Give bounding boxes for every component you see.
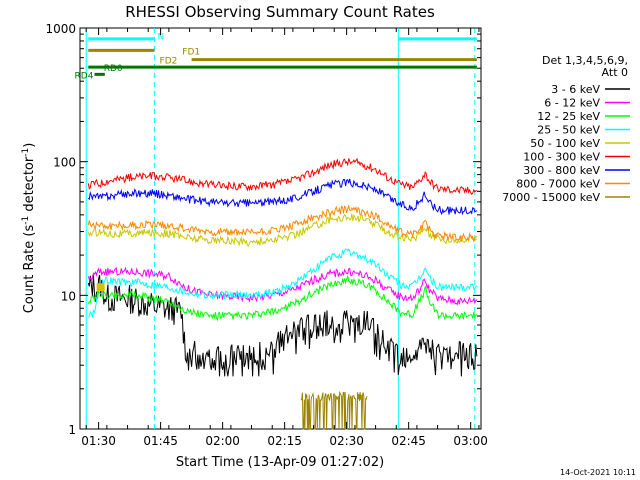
series-line-2 xyxy=(87,274,478,322)
flag-label-fd2: FD2 xyxy=(160,57,178,67)
y-tick-label: 100 xyxy=(53,156,76,170)
axes: 01:30 01:45 02:00 02:15 02:30 02:45 03:00 1 10 10… xyxy=(45,22,488,448)
legend-entry-label: 6 - 12 keV xyxy=(544,97,600,110)
y-tick-label: 1000 xyxy=(45,22,76,36)
x-tick-label: 02:45 xyxy=(391,434,426,448)
series-line-7 xyxy=(87,204,478,243)
flag-label-rd4: RD4 xyxy=(75,71,94,81)
legend-entry-label: 800 - 7000 keV xyxy=(516,178,600,191)
legend-entry-label: 100 - 300 keV xyxy=(523,151,600,164)
legend-header-line: Att 0 xyxy=(602,66,628,79)
series-line-5 xyxy=(87,157,478,195)
chart-title: RHESSI Observing Summary Count Rates xyxy=(125,3,435,21)
series-line-1 xyxy=(87,266,478,306)
x-tick-label: 01:45 xyxy=(143,434,178,448)
y-tick-label: 10 xyxy=(61,289,76,303)
legend-entry-label: 300 - 800 keV xyxy=(523,164,600,177)
attenuator-marker xyxy=(96,283,105,292)
flag-label-n: N xyxy=(157,32,164,42)
x-axis-label: Start Time (13-Apr-09 01:27:02) xyxy=(176,455,384,470)
flag-label-rd0: RD0 xyxy=(104,64,123,74)
series-line-6 xyxy=(87,178,478,216)
x-tick-label: 02:00 xyxy=(205,434,240,448)
y-axis-label: Count Rate (s-1 detector-1) xyxy=(21,143,37,314)
x-tick-label: 02:15 xyxy=(267,434,302,448)
x-tick-label: 01:30 xyxy=(81,434,116,448)
legend-header-line: Det 1,3,4,5,6,9, xyxy=(542,54,628,67)
series-line-8 xyxy=(300,390,368,430)
series-line-4 xyxy=(87,213,478,247)
timestamp: 14-Oct-2021 10:11 xyxy=(560,468,636,477)
flag-bars: N FD1 FD2 RD0 RD4 xyxy=(75,32,477,81)
legend-entry-label: 50 - 100 keV xyxy=(530,137,600,150)
plot-frame xyxy=(79,27,482,430)
flag-label-fd1: FD1 xyxy=(182,47,200,57)
series-line-0 xyxy=(87,274,478,377)
series-lines xyxy=(87,157,478,430)
x-tick-label: 02:30 xyxy=(329,434,364,448)
legend-entry-label: 12 - 25 keV xyxy=(537,110,600,123)
legend-entry-label: 3 - 6 keV xyxy=(551,83,600,96)
x-tick-label: 03:00 xyxy=(453,434,488,448)
legend-entry-label: 7000 - 15000 keV xyxy=(502,191,600,204)
legend-entry-label: 25 - 50 keV xyxy=(537,124,600,137)
y-tick-label: 1 xyxy=(68,423,76,437)
series-line-3 xyxy=(88,248,478,319)
